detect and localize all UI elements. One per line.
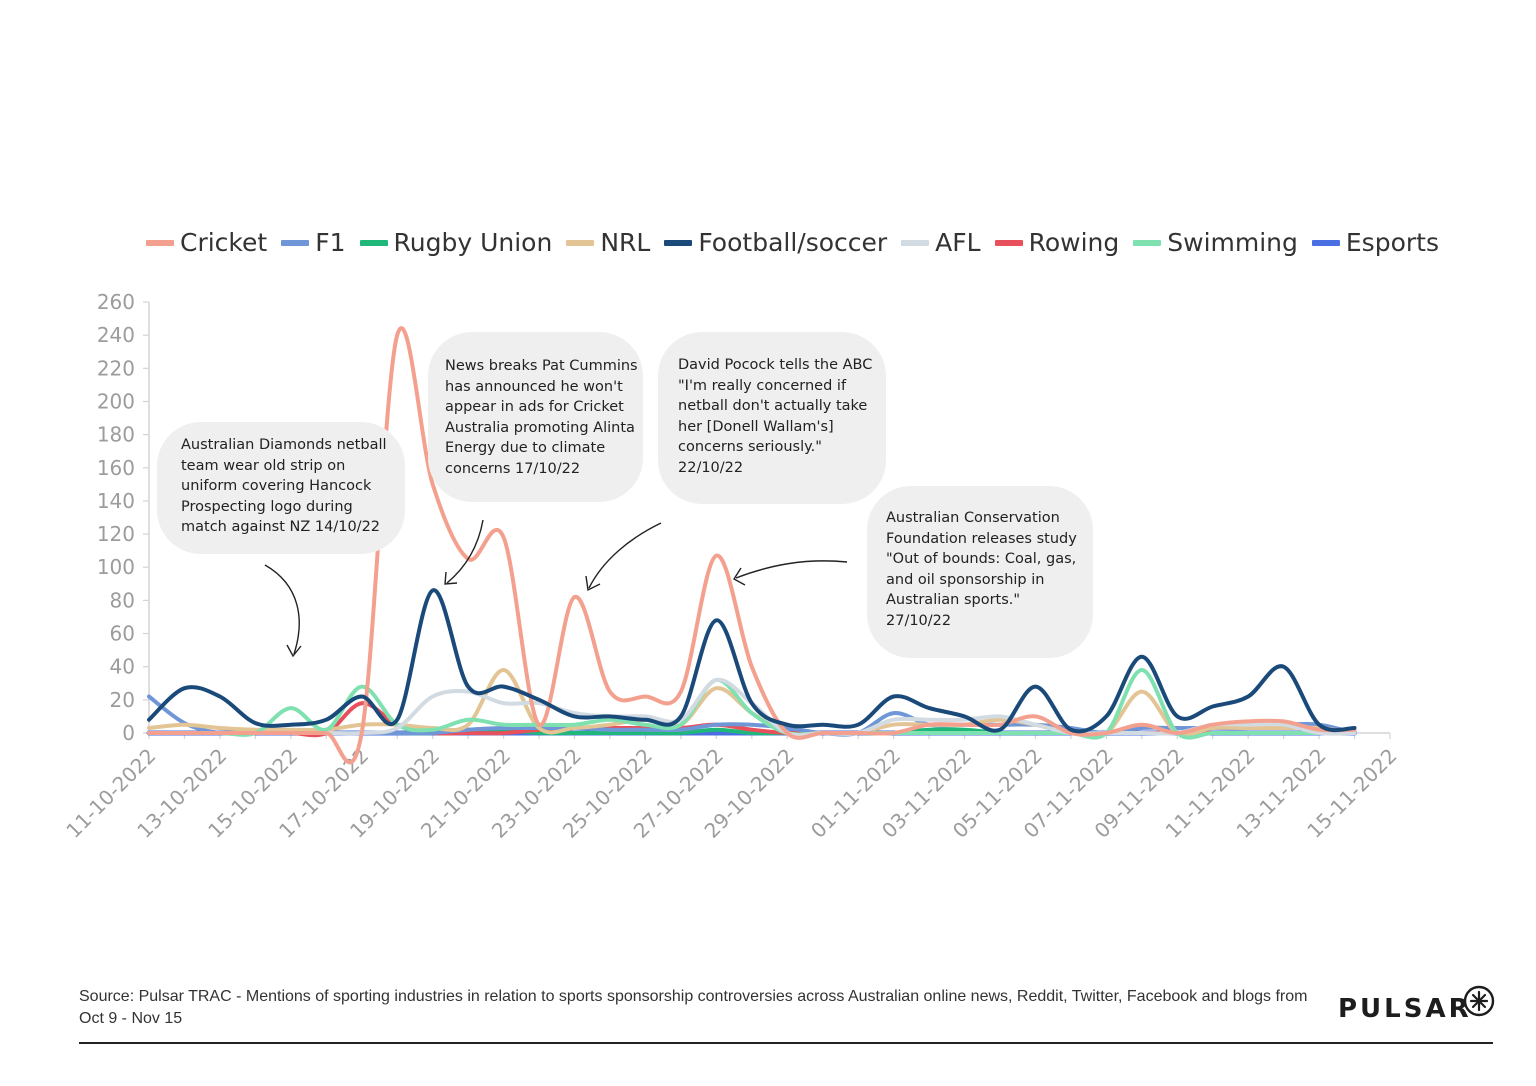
legend-label: F1 <box>315 228 346 257</box>
y-tick-label: 160 <box>97 456 135 480</box>
legend-swatch <box>281 239 310 246</box>
pulsar-logo-icon <box>1463 985 1495 1017</box>
annotation-arrow-head <box>585 575 601 592</box>
legend-label: AFL <box>935 228 981 257</box>
legend-label: Rugby Union <box>393 228 553 257</box>
annotation-arrow-head <box>733 567 746 586</box>
annotation-arrow <box>446 519 484 584</box>
annotation-bubble: Australian Diamonds netball team wear ol… <box>157 422 405 554</box>
y-tick-label: 220 <box>97 356 135 380</box>
annotation-arrow <box>588 522 662 589</box>
annotation-bubble: David Pocock tells the ABC "I'm really c… <box>658 332 886 504</box>
series-line-football-soccer <box>147 588 1357 734</box>
legend-swatch <box>664 239 693 246</box>
legend-item: F1 <box>281 228 346 257</box>
legend-item: Swimming <box>1133 228 1298 257</box>
legend-item: Esports <box>1311 228 1439 257</box>
legend-item: Rowing <box>994 228 1120 257</box>
y-tick-label: 100 <box>97 555 135 579</box>
legend-swatch <box>146 239 174 246</box>
legend-item: Rugby Union <box>359 228 553 257</box>
legend-label: NRL <box>600 228 651 257</box>
y-tick-label: 200 <box>97 389 135 413</box>
annotation-arrows <box>264 519 848 658</box>
source-note: Source: Pulsar TRAC - Mentions of sporti… <box>79 988 1308 1027</box>
legend-swatch <box>566 239 595 246</box>
y-tick-label: 180 <box>97 423 135 447</box>
legend-label: Cricket <box>180 228 268 257</box>
pulsar-logo: PULSAR <box>1338 994 1472 1024</box>
annotation-bubble: News breaks Pat Cummins has announced he… <box>428 332 643 502</box>
y-tick-label: 40 <box>110 655 135 679</box>
legend-item: Cricket <box>146 228 267 257</box>
legend-swatch <box>359 239 388 246</box>
series-lines <box>146 326 1357 765</box>
legend-swatch <box>994 239 1023 246</box>
annotation-arrow-head <box>286 644 302 658</box>
y-tick-label: 140 <box>97 489 135 513</box>
legend-label: Swimming <box>1167 228 1298 257</box>
series-line-cricket <box>147 326 1357 765</box>
annotation-arrow-head <box>444 571 458 585</box>
y-tick-label: 20 <box>110 688 135 712</box>
y-tick-label: 60 <box>110 622 135 646</box>
y-tick-label: 0 <box>122 721 135 745</box>
annotation-arrow <box>735 560 848 579</box>
legend-swatch <box>1311 239 1340 246</box>
legend-label: Football/soccer <box>698 228 888 257</box>
y-tick-label: 80 <box>110 588 135 612</box>
y-tick-label: 240 <box>97 323 135 347</box>
y-tick-label: 260 <box>97 290 135 314</box>
legend-swatch <box>901 239 930 246</box>
legend-label: Rowing <box>1028 228 1120 257</box>
legend-swatch <box>1133 239 1162 246</box>
annotation-arrow <box>264 564 300 655</box>
legend-item: AFL <box>901 228 981 257</box>
chart-legend: Cricket F1 Rugby Union NRL Football/soccer AF… <box>146 228 1453 257</box>
annotation-bubble: Australian Conservation Foundation relea… <box>867 486 1093 658</box>
series-line-swimming <box>147 668 1357 740</box>
y-tick-label: 120 <box>97 522 135 546</box>
legend-item: NRL <box>566 228 650 257</box>
footer-divider <box>79 1042 1493 1044</box>
legend-item: Football/soccer <box>664 228 887 257</box>
legend-label: Esports <box>1345 228 1439 257</box>
